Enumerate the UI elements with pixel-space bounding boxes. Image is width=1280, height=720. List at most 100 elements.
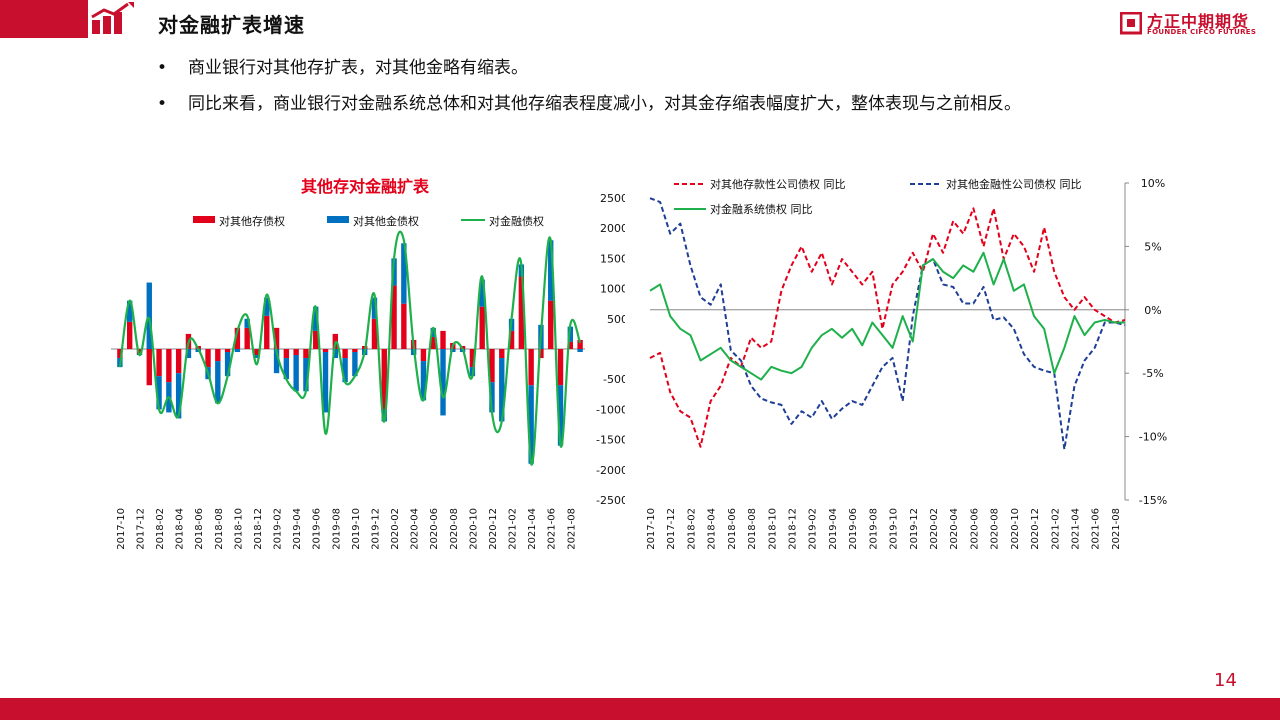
- x-tick-label: 2019-04: [292, 508, 303, 550]
- x-tick-label: 2018-02: [686, 508, 697, 550]
- bar: [430, 327, 436, 337]
- y-tick-label: -10000: [596, 403, 625, 416]
- y-tick-label: -5%: [1142, 367, 1163, 380]
- x-tick-label: 2021-08: [1111, 508, 1122, 550]
- bar: [479, 279, 485, 307]
- bar: [273, 349, 280, 374]
- chart-title: 其他存对金融扩表: [301, 177, 430, 196]
- y-tick-label: 20000: [600, 222, 625, 235]
- bar: [175, 349, 182, 374]
- y-tick-label: -15000: [596, 434, 625, 447]
- bar: [175, 373, 182, 419]
- bullet-text: 同比来看，商业银行对金融系统总体和对其他存缩表程度减小，对其金存缩表幅度扩大，整…: [188, 94, 1021, 114]
- y-tick-label: -10%: [1139, 431, 1167, 444]
- bar: [146, 349, 152, 386]
- x-tick-label: 2018-10: [233, 508, 244, 550]
- bullet-dot: •: [157, 58, 168, 78]
- x-tick-label: 2019-12: [370, 508, 381, 550]
- bar: [440, 349, 446, 416]
- legend-label: 对其他金融性公司债权 同比: [946, 177, 1082, 191]
- x-tick-label: 2020-12: [488, 508, 499, 550]
- bar: [557, 385, 564, 446]
- bullet-list: • 商业银行对其他存扩表，对其他金略有缩表。 • 同比来看，商业银行对金融系统总…: [150, 52, 1090, 124]
- x-tick-label: 2020-04: [410, 508, 421, 550]
- x-tick-label: 2017-10: [646, 508, 657, 550]
- bar: [264, 297, 270, 316]
- y-tick-label: 5%: [1144, 240, 1161, 253]
- bar: [420, 349, 427, 362]
- legend-swatch: [193, 216, 215, 223]
- company-logo: 方正中期期货 FOUNDER CIFCO FUTURES: [1120, 10, 1260, 40]
- bar: [342, 349, 348, 359]
- bar: [313, 306, 319, 331]
- x-tick-label: 2019-08: [331, 508, 342, 550]
- bar: [283, 358, 290, 380]
- x-tick-label: 2021-04: [1070, 508, 1081, 550]
- legend-label: 对其他金债权: [353, 214, 419, 228]
- legend-label: 对金融系统债权 同比: [710, 202, 813, 216]
- bar: [508, 330, 515, 349]
- x-tick-label: 2020-08: [449, 508, 460, 550]
- series-line: [649, 197, 1126, 451]
- bar: [548, 300, 554, 349]
- x-tick-label: 2019-08: [868, 508, 879, 550]
- bar: [322, 349, 329, 353]
- legend-label: 对金融债权: [489, 214, 544, 228]
- bar: [401, 243, 407, 304]
- bullet-text: 商业银行对其他存扩表，对其他金略有缩表。: [188, 58, 528, 78]
- x-tick-label: 2019-12: [909, 508, 920, 550]
- page-number: 14: [1214, 670, 1237, 691]
- x-tick-label: 2018-08: [747, 508, 758, 550]
- bar: [391, 285, 397, 349]
- x-tick-label: 2019-02: [273, 508, 284, 550]
- bar: [205, 349, 211, 368]
- bar: [577, 339, 583, 349]
- bar: [293, 355, 299, 392]
- bar: [234, 327, 241, 349]
- bar: [215, 361, 221, 404]
- x-tick-label: 2020-10: [1010, 508, 1021, 550]
- bar: [215, 349, 221, 362]
- bar: [352, 352, 358, 377]
- x-tick-label: 2018-12: [787, 508, 798, 550]
- bar: [401, 303, 407, 349]
- bar: [254, 355, 260, 359]
- x-tick-label: 2021-04: [527, 508, 538, 550]
- x-tick-label: 2017-12: [666, 508, 677, 550]
- y-tick-label: -25000: [596, 494, 625, 507]
- series-line: [118, 230, 582, 466]
- bar: [371, 318, 378, 349]
- x-tick-label: 2021-08: [566, 508, 577, 550]
- x-tick-label: 2018-04: [707, 508, 718, 550]
- bar: [440, 330, 446, 349]
- bar: [273, 327, 280, 349]
- bar: [156, 376, 162, 410]
- bar: [489, 349, 495, 383]
- x-tick-label: 2019-06: [312, 508, 323, 550]
- x-tick-label: 2020-08: [990, 508, 1001, 550]
- x-tick-label: 2021-02: [1050, 508, 1061, 550]
- x-tick-label: 2019-02: [808, 508, 819, 550]
- bar: [146, 282, 152, 349]
- bullet-item: • 同比来看，商业银行对金融系统总体和对其他存缩表程度减小，对其金存缩表幅度扩大…: [150, 88, 1090, 120]
- legend-swatch: [327, 216, 349, 223]
- bar: [156, 349, 162, 377]
- logo-mark-icon: [1120, 12, 1142, 35]
- x-tick-label: 2018-08: [214, 508, 225, 550]
- bar: [538, 349, 544, 359]
- y-tick-label: -20000: [596, 464, 625, 477]
- bar: [567, 341, 574, 349]
- x-tick-label: 2017-12: [135, 508, 146, 550]
- bar: [224, 349, 231, 353]
- bar: [293, 349, 299, 356]
- bar: [283, 349, 290, 359]
- x-tick-label: 2021-02: [508, 508, 519, 550]
- bar: [332, 349, 339, 359]
- logo-text: 方正中期期货: [1147, 12, 1250, 31]
- x-tick-label: 2021-06: [1091, 508, 1102, 550]
- bar: [577, 349, 583, 353]
- bar: [352, 349, 358, 353]
- x-tick-label: 2018-10: [767, 508, 778, 550]
- x-tick-label: 2018-04: [175, 508, 186, 550]
